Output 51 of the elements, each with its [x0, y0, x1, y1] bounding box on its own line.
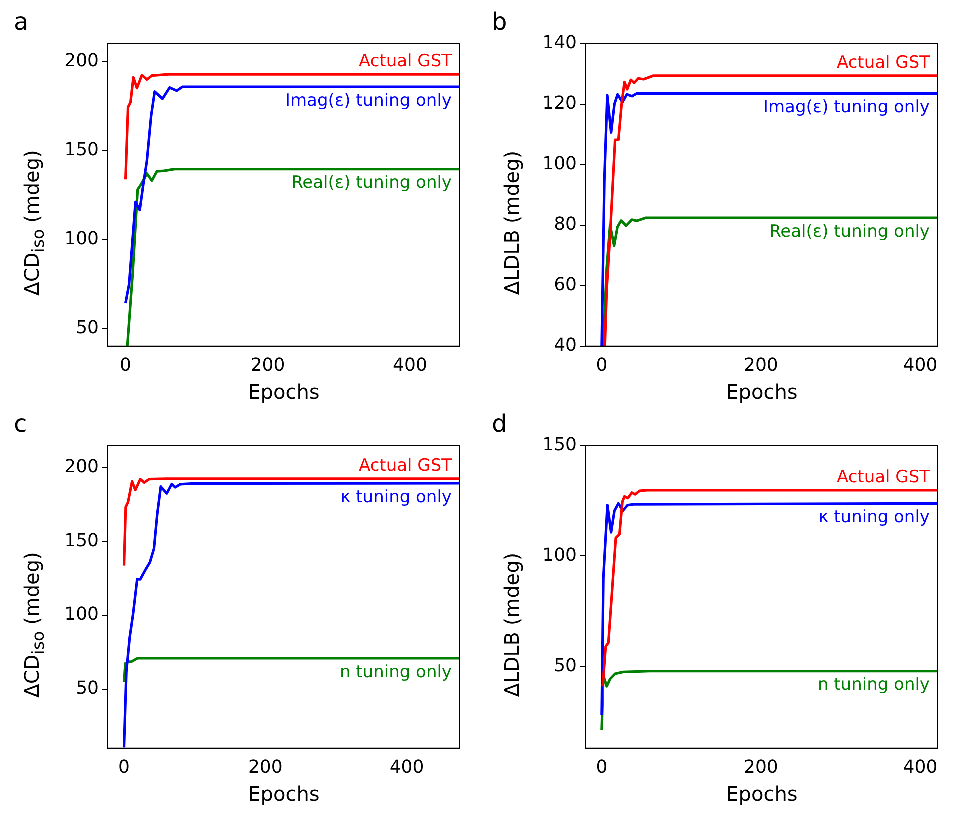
series-label: Imag(ε) tuning only — [285, 90, 452, 111]
y-tick-label: 50 — [76, 678, 99, 700]
chart-title: b — [492, 8, 508, 36]
y-tick-label: 150 — [542, 434, 577, 456]
y-tick-label: 150 — [64, 530, 99, 552]
x-tick-label: 400 — [390, 756, 424, 778]
x-tick-label: 0 — [596, 756, 608, 778]
x-axis-title: Epochs — [248, 782, 320, 806]
x-axis-title: Epochs — [726, 782, 798, 806]
series-label: Actual GST — [836, 467, 931, 488]
x-tick-label: 400 — [393, 354, 428, 376]
y-axis-title: ΔLDLB (mdeg) — [500, 552, 524, 698]
y-tick-label: 200 — [64, 50, 99, 72]
y-tick-label: 60 — [554, 274, 577, 296]
x-axis-title: Epochs — [248, 380, 320, 404]
x-tick-label: 0 — [118, 756, 130, 778]
series-label: Actual GST — [358, 52, 453, 72]
x-tick-label: 400 — [903, 756, 938, 778]
y-tick-label: 200 — [64, 456, 99, 478]
x-tick-label: 400 — [903, 354, 938, 376]
series-label: n tuning only — [818, 675, 930, 696]
x-tick-label: 0 — [120, 354, 132, 376]
y-tick-label: 80 — [554, 214, 577, 236]
y-tick-label: 100 — [542, 154, 577, 175]
y-tick-label: 100 — [542, 544, 577, 566]
series-label: Real(ε) tuning only — [770, 222, 930, 242]
y-tick-label: 100 — [64, 604, 99, 626]
chart-title: a — [14, 8, 29, 36]
series-label: Imag(ε) tuning only — [763, 98, 930, 118]
series-label: n tuning only — [340, 662, 452, 682]
y-tick-label: 150 — [64, 139, 99, 160]
y-axis-title: ΔLDLB (mdeg) — [500, 150, 524, 296]
y-tick-label: 100 — [64, 228, 99, 250]
x-axis-title: Epochs — [726, 380, 798, 404]
series-label: κ tuning only — [818, 508, 930, 528]
series-label: κ tuning only — [340, 487, 452, 508]
chart-title: c — [14, 410, 28, 438]
x-tick-label: 200 — [744, 354, 778, 376]
y-tick-label: 50 — [76, 317, 99, 338]
x-tick-label: 0 — [596, 354, 608, 376]
y-tick-label: 120 — [542, 92, 577, 114]
series-label: Actual GST — [358, 456, 453, 476]
x-tick-label: 200 — [250, 354, 286, 376]
y-tick-label: 40 — [554, 335, 577, 356]
y-tick-label: 140 — [542, 32, 577, 54]
chart-title: d — [492, 410, 508, 438]
series-label: Actual GST — [836, 52, 931, 73]
x-tick-label: 200 — [248, 756, 283, 778]
x-tick-label: 200 — [744, 756, 778, 778]
y-tick-label: 50 — [554, 655, 577, 676]
series-label: Real(ε) tuning only — [292, 173, 452, 194]
